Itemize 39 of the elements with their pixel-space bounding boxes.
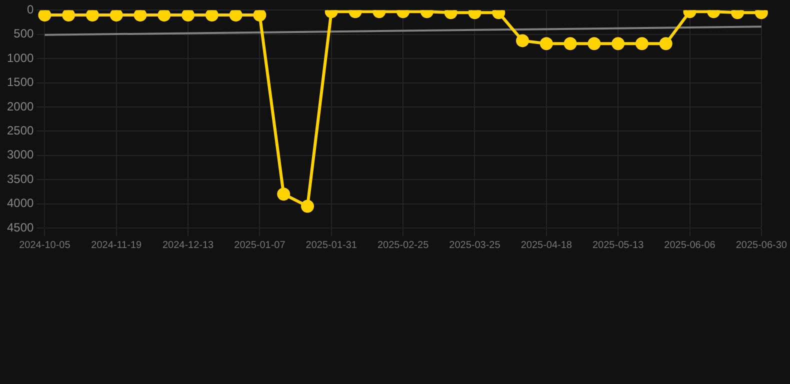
point: [564, 37, 577, 50]
x-tick-label: 2025-01-07: [234, 240, 286, 251]
point: [229, 10, 242, 22]
x-tick-label: 2025-06-30: [736, 240, 788, 251]
point: [205, 10, 218, 22]
point: [158, 10, 171, 22]
y-tick-label: 2500: [6, 124, 34, 138]
y-tick-label: 1000: [6, 50, 34, 65]
y-tick-label: 1500: [6, 75, 34, 90]
point: [277, 188, 290, 201]
x-tick-label: 2024-10-05: [19, 240, 71, 251]
point: [134, 10, 147, 22]
point: [182, 10, 195, 22]
x-tick-label: 2025-03-25: [449, 240, 501, 251]
point: [62, 10, 76, 22]
y-tick-label: 0: [27, 2, 34, 17]
point: [300, 200, 314, 213]
y-tick-label: 4500: [6, 220, 34, 234]
x-tick-label: 2025-02-25: [377, 240, 430, 251]
point: [516, 34, 530, 48]
y-tick-label: 500: [14, 26, 34, 41]
point: [253, 10, 266, 22]
y-tick-label: 3500: [6, 172, 34, 186]
point: [588, 37, 601, 50]
point: [86, 10, 99, 22]
x-tick-label: 2024-12-13: [162, 240, 214, 251]
point: [612, 37, 625, 50]
x-tick-label: 2025-01-31: [306, 240, 358, 251]
x-tick-label: 2024-11-19: [91, 240, 142, 251]
point: [110, 10, 123, 22]
point: [635, 37, 648, 50]
x-tick-label: 2025-04-18: [520, 240, 572, 251]
y-tick-label: 3000: [6, 148, 34, 162]
point: [659, 37, 672, 50]
point: [540, 37, 553, 50]
x-tick-label: 2025-06-06: [664, 240, 716, 251]
x-tick-label: 2025-05-13: [592, 240, 644, 251]
y-tick-label: 4000: [6, 196, 34, 210]
y-tick-label: 2000: [6, 99, 34, 114]
